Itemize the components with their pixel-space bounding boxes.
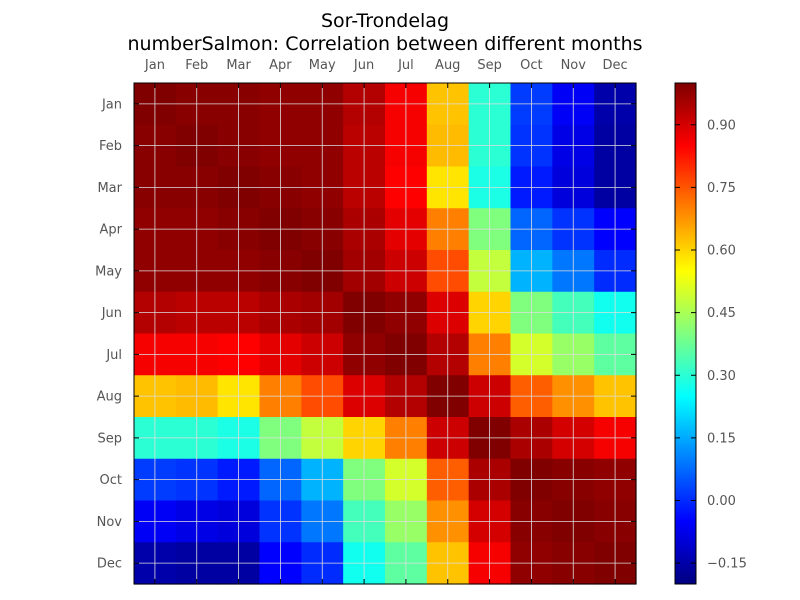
x-tick-label: Mar [226,58,251,73]
y-tick-label: Dec [97,557,122,572]
x-tick-label: Jan [144,58,165,73]
colorbar-tick-label: 0.15 [707,431,736,446]
plot-frame [133,82,637,585]
x-tick-label: Jun [353,58,374,73]
colorbar-tick-label: −0.15 [707,557,747,572]
x-tick-label: Nov [561,58,587,73]
colorbar-tick-label: 0.60 [707,244,736,259]
x-tick-label: Oct [520,58,542,73]
y-tick-label: Sep [97,431,122,446]
colorbar-ticks: 0.90 0.75 0.60 0.45 0.30 0.15 0.00 −0.15 [675,118,747,572]
colorbar-tick-label: 0.75 [707,181,736,196]
x-tick-label: Sep [477,58,502,73]
chart-subtitle: numberSalmon: Correlation between differ… [127,33,643,55]
heatmap-grid [134,83,636,584]
heatmap-cells [134,83,637,585]
y-tick-label: Aug [97,390,122,405]
colorbar-tick-label: 0.30 [707,369,736,384]
colorbar [674,82,697,585]
colorbar-tick-label: 0.90 [707,118,736,133]
y-tick-label: Jan [101,97,122,112]
x-tick-label: May [309,58,336,73]
x-tick-label: Dec [603,58,628,73]
x-axis-ticks: Jan Feb Mar Apr May Jun Jul Aug Sep Oct Nov Dec [144,58,628,584]
y-tick-label: May [95,264,122,279]
y-axis-ticks: Jan Feb Mar Apr May Jun Jul Aug Sep Oct Nov Dec [95,97,636,572]
y-tick-label: Jul [105,348,122,363]
x-tick-label: Aug [435,58,460,73]
y-tick-label: Mar [97,181,122,196]
y-tick-label: Feb [99,139,122,154]
colorbar-tick-label: 0.45 [707,306,736,321]
x-tick-label: Apr [269,58,292,73]
y-tick-label: Nov [97,515,123,530]
y-tick-label: Oct [100,473,122,488]
y-tick-label: Apr [100,223,123,238]
colorbar-tick-label: 0.00 [707,494,736,509]
chart-title: Sor-Trondelag [321,10,449,32]
x-tick-label: Feb [185,58,208,73]
x-tick-label: Jul [397,58,414,73]
y-tick-label: Jun [101,306,122,321]
